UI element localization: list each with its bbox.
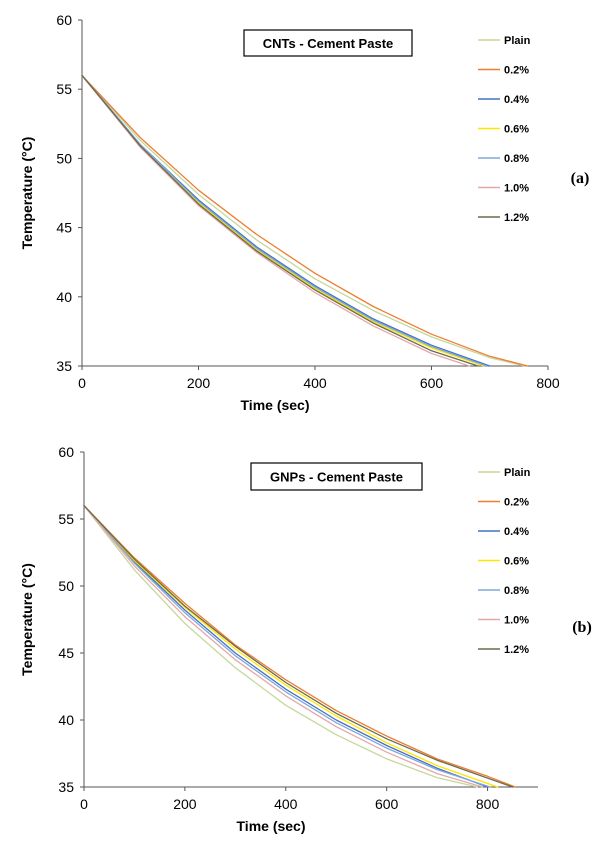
chart-0-legend-label: 1.2% bbox=[504, 212, 529, 224]
chart-1-series-line-0 bbox=[83, 504, 479, 788]
chart-1-legend-label: 0.8% bbox=[504, 585, 529, 597]
chart-0-series-line-5 bbox=[81, 74, 471, 367]
chart-1-x-tick-label: 200 bbox=[173, 796, 197, 812]
chart-0-title: CNTs - Cement Paste bbox=[263, 36, 394, 51]
chart-0-title-box bbox=[243, 29, 413, 57]
chart-1-x-axis-title: Time (sec) bbox=[237, 818, 306, 834]
chart-0-legend-label: 0.6% bbox=[504, 124, 529, 136]
chart-0-x-tick-label: 200 bbox=[187, 375, 211, 391]
chart-1-legend-label: 0.6% bbox=[504, 556, 529, 568]
chart-0-x-tick-label: 400 bbox=[303, 375, 327, 391]
chart-0-y-tick-label: 55 bbox=[56, 81, 72, 97]
chart-0-x-tick-label: 800 bbox=[536, 375, 560, 391]
chart-1-y-tick-label: 55 bbox=[58, 511, 74, 527]
chart-1-series-line-1 bbox=[83, 504, 516, 788]
chart-0-x-tick-label: 600 bbox=[420, 375, 444, 391]
chart-0-y-tick-label: 50 bbox=[56, 150, 72, 166]
chart-0-series-line-3 bbox=[81, 74, 485, 367]
chart-1-y-tick-label: 35 bbox=[58, 779, 74, 795]
chart-1-legend-label: 1.2% bbox=[504, 644, 529, 656]
chart-1-legend-label: 0.4% bbox=[504, 526, 529, 538]
chart-0-x-tick-label: 0 bbox=[78, 375, 86, 391]
chart-0-legend-label: 1.0% bbox=[504, 183, 529, 195]
chart-0-panel-label: (a) bbox=[571, 170, 590, 187]
chart-1-y-axis-title: Temperature (°C) bbox=[19, 563, 35, 676]
chart-1-panel-label: (b) bbox=[572, 619, 592, 636]
chart-1-y-tick-label: 60 bbox=[58, 444, 74, 460]
chart-0-series-line-1 bbox=[81, 74, 529, 367]
chart-0-legend-label: 0.4% bbox=[504, 94, 529, 106]
chart-1-title: GNPs - Cement Paste bbox=[270, 470, 403, 485]
chart-1-y-tick-label: 40 bbox=[58, 712, 74, 728]
chart-0-series-line-6 bbox=[81, 74, 479, 367]
chart-1-y-tick-label: 50 bbox=[58, 578, 74, 594]
chart-1-series-line-3 bbox=[83, 504, 499, 788]
chart-1-x-tick-label: 800 bbox=[476, 796, 500, 812]
chart-0-y-axis-title: Temperature (°C) bbox=[19, 137, 35, 250]
chart-1-x-tick-label: 0 bbox=[80, 796, 88, 812]
chart-1-x-tick-label: 600 bbox=[375, 796, 399, 812]
chart-1-series-line-6 bbox=[83, 504, 514, 788]
chart-0-y-tick-label: 40 bbox=[56, 289, 72, 305]
chart-1-y-tick-label: 45 bbox=[58, 645, 74, 661]
chart-0-legend-label: Plain bbox=[504, 35, 531, 47]
chart-0-legend-label: 0.8% bbox=[504, 153, 529, 165]
chart-0-x-axis-title: Time (sec) bbox=[241, 397, 310, 413]
chart-1-series-line-2 bbox=[83, 504, 489, 788]
chart-1-legend-label: 0.2% bbox=[504, 497, 529, 509]
chart-1-legend-label: 1.0% bbox=[504, 615, 529, 627]
chart-0-y-tick-label: 35 bbox=[56, 358, 72, 374]
chart-1-legend-label: Plain bbox=[504, 467, 531, 479]
chart-0-series-line-4 bbox=[81, 74, 488, 367]
chart-0-legend-label: 0.2% bbox=[504, 65, 529, 77]
chart-0-y-tick-label: 45 bbox=[56, 220, 72, 236]
chart-1-series-line-5 bbox=[83, 504, 484, 788]
chart-1-legend: Plain 0.2% 0.4% 0.6% 0.8% 1.0% 1.2% bbox=[478, 467, 531, 656]
chart-1-series-line-4 bbox=[83, 504, 491, 788]
chart-0-y-tick-label: 60 bbox=[56, 12, 72, 28]
chart-0-series-line-0 bbox=[81, 74, 526, 367]
chart-0-series-line-2 bbox=[81, 74, 491, 367]
chart-1-title-box bbox=[250, 462, 423, 491]
chart-1-x-tick-label: 400 bbox=[274, 796, 298, 812]
chart-0-legend: Plain 0.2% 0.4% 0.6% 0.8% 1.0% 1.2% bbox=[478, 35, 531, 224]
